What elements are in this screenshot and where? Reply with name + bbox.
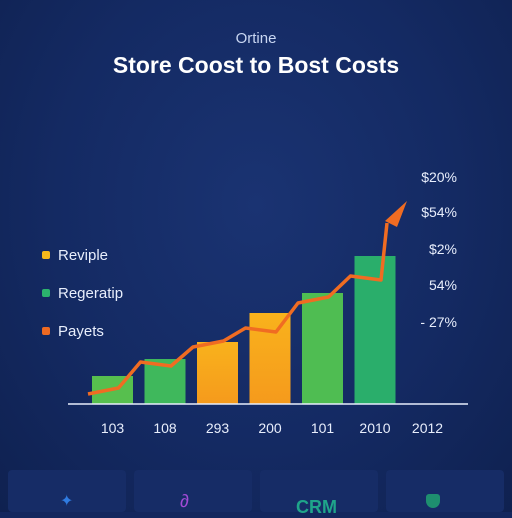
x-tick-label: 2010 — [359, 420, 390, 436]
x-tick-label: 101 — [311, 420, 335, 436]
right-value-label: $2% — [429, 241, 457, 257]
right-value-label: $54% — [421, 204, 457, 220]
blue-leaf-icon: ✦ — [60, 493, 74, 510]
legend-swatch-icon — [42, 251, 50, 259]
shield-icon — [426, 494, 440, 508]
legend-label: Payets — [58, 322, 104, 340]
footer-tab[interactable]: ∂ — [134, 470, 252, 512]
trend-arrow-icon — [385, 201, 407, 227]
legend-swatch-icon — [42, 327, 50, 335]
footer-tab[interactable]: ✦ — [8, 470, 126, 512]
footer-tab[interactable] — [386, 470, 504, 512]
bar — [249, 313, 291, 404]
bar — [197, 342, 238, 404]
footer-tab-label: CRM — [296, 497, 337, 517]
right-value-label: - 27% — [420, 314, 457, 330]
legend-item: Regeratip — [42, 274, 123, 312]
x-tick-label: 200 — [258, 420, 282, 436]
trend-line — [87, 222, 389, 396]
x-tick-label: 2012 — [412, 420, 443, 436]
legend-label: Reviple — [58, 246, 109, 264]
x-tick-label: 103 — [101, 420, 125, 436]
legend-item: Payets — [42, 312, 123, 350]
right-value-label: $20% — [421, 169, 457, 185]
x-tick-label: 293 — [206, 420, 230, 436]
chart-subtitle: Ortine — [235, 30, 277, 47]
right-value-label: 54% — [429, 277, 457, 293]
purple-glyph-icon: ∂ — [180, 491, 189, 511]
legend-label: Regeratip — [58, 284, 124, 302]
legend: Reviple Regeratip Payets — [42, 236, 123, 350]
x-tick-label: 108 — [153, 420, 177, 436]
footer-tab-crm[interactable] — [260, 470, 378, 512]
legend-swatch-icon — [42, 289, 50, 297]
legend-item: Reviple — [42, 236, 123, 274]
bar — [302, 293, 343, 404]
chart-title: Store Coost to Bost Costs — [112, 52, 400, 78]
